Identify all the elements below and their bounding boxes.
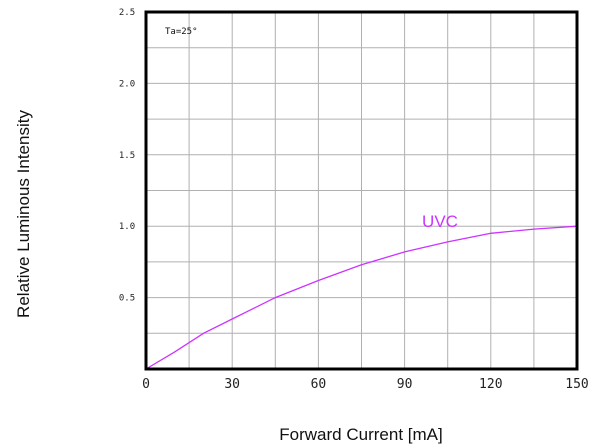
tick-labels: 0.5 1.0 1.5 2.0 2.5 0 30 60 90 120 150 [119,8,589,392]
x-tick-label: 150 [565,377,588,392]
x-tick-label: 120 [479,377,502,392]
x-tick-label: 30 [224,377,240,392]
y-tick-label: 1.5 [119,151,135,161]
series-label: UVC [422,212,458,231]
temperature-annotation: Ta=25° [165,27,198,37]
y-tick-label: 2.5 [119,8,135,18]
x-tick-label: 60 [311,377,327,392]
plot-frame [144,10,579,371]
y-tick-label: 1.0 [119,222,135,232]
series-layer: UVC [145,212,578,370]
y-tick-label: 2.0 [119,79,135,89]
grid [146,12,577,369]
x-tick-label: 90 [397,377,413,392]
x-axis-label: Forward Current [mA] [279,425,442,444]
series-line-uvc [145,225,578,370]
x-tick-label: 0 [142,377,150,392]
y-axis-label: Relative Luminous Intensity [14,110,33,318]
y-tick-label: 0.5 [119,294,135,304]
plot-border [144,10,579,371]
